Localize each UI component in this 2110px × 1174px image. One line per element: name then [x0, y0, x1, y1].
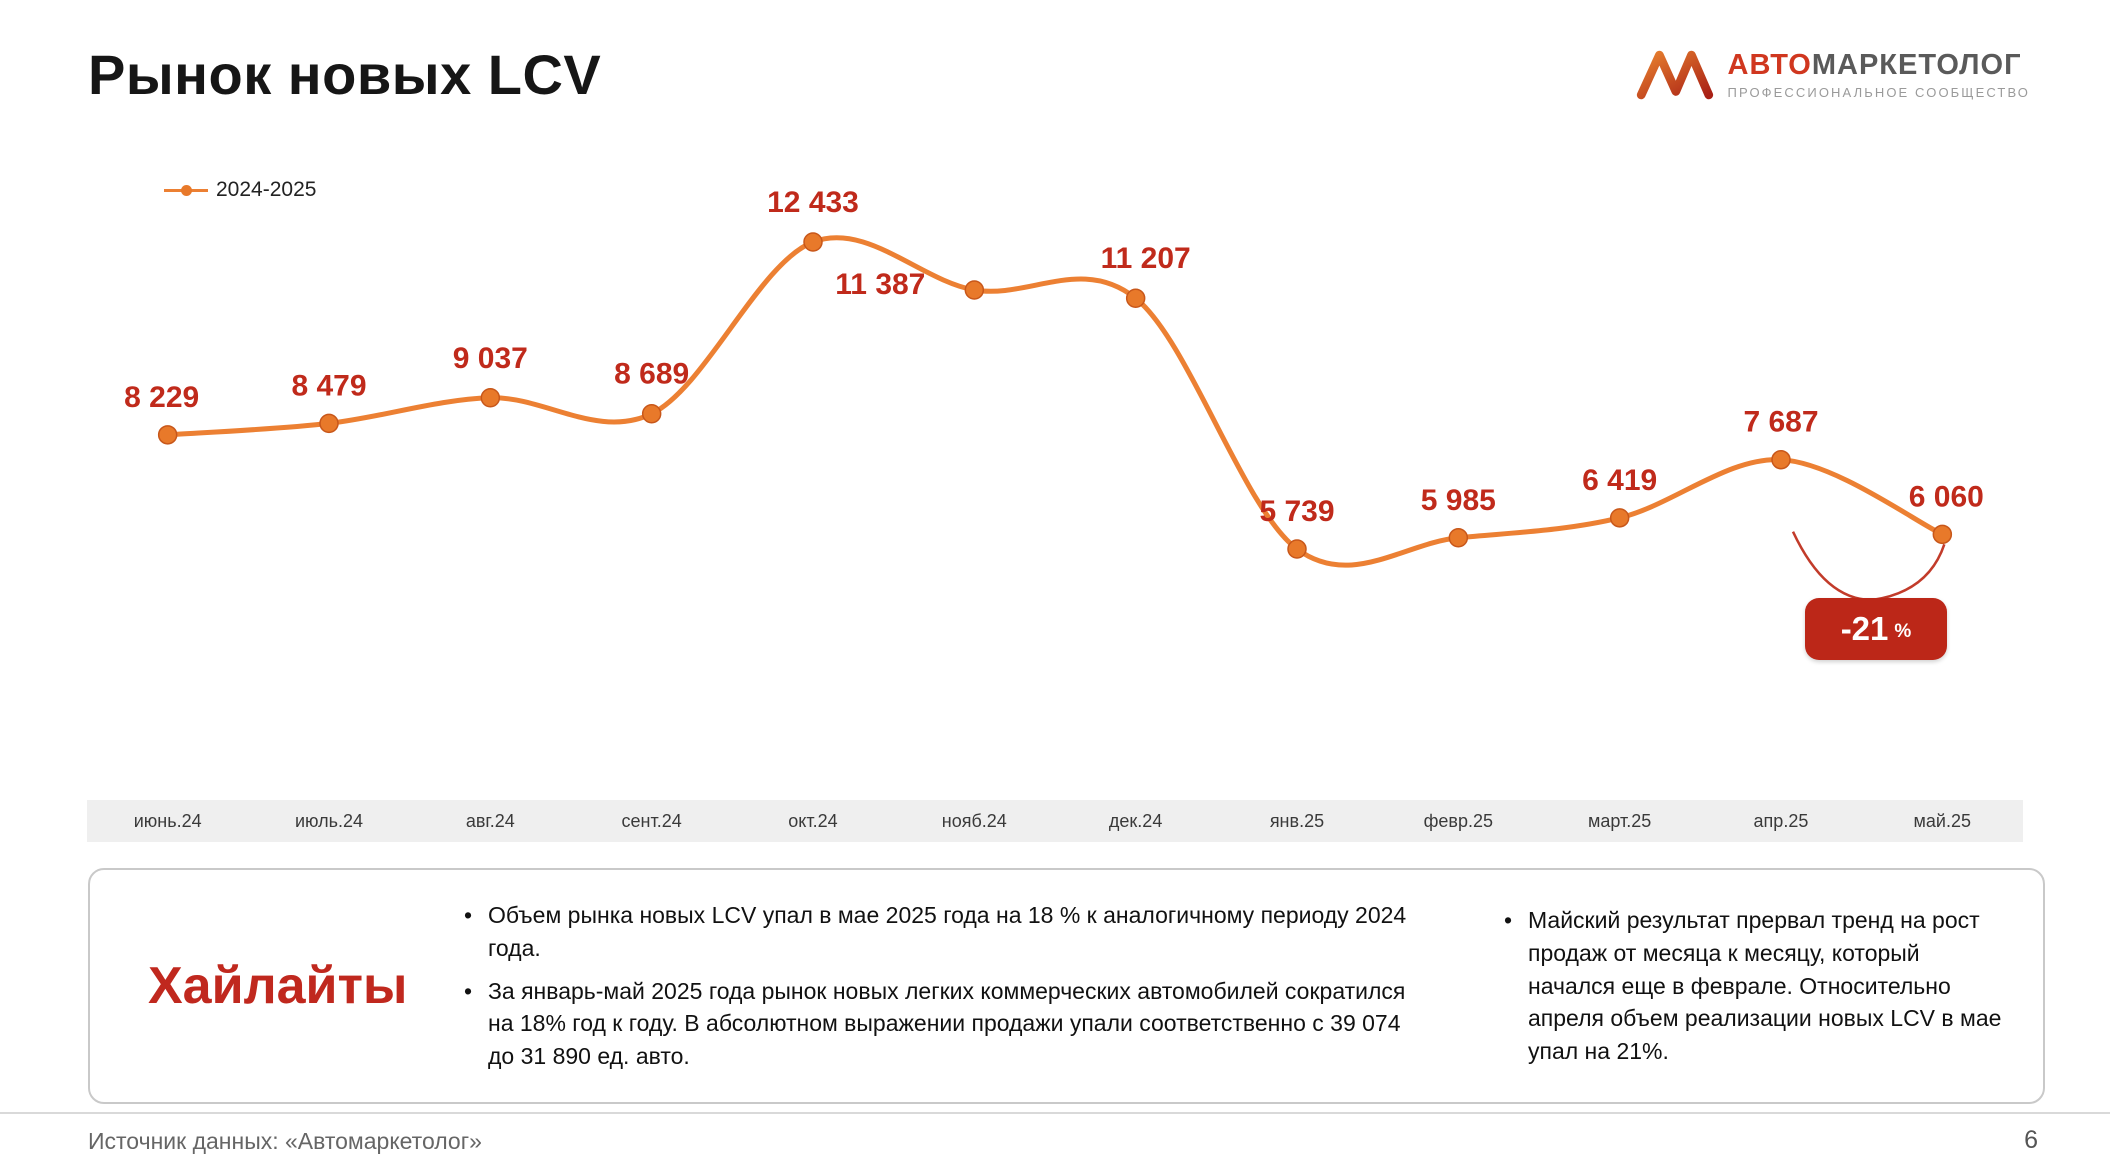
x-axis-label: февр.25: [1423, 810, 1493, 831]
series-line: [165, 235, 1945, 568]
data-point-label: 11 387: [835, 268, 925, 301]
lcv-line-chart-canvas: 8 229 8 479 9 037 8 689 12 433 11 387 11 207 5 …: [124, 186, 1984, 602]
brand-logo: АВТОМАРКЕТОЛОГ ПРОФЕССИОНАЛЬНОЕ СООБЩЕСТ…: [1636, 46, 2030, 104]
data-point: [1448, 528, 1469, 548]
annotation-bracket: [1791, 531, 1946, 602]
data-point-label: 8 479: [291, 369, 366, 402]
highlight-bullet: Объем рынка новых LCV упал в мае 2025 го…: [458, 899, 1408, 964]
highlights-title: Хайлайты: [148, 957, 408, 1015]
lcv-line-chart: 8 229 8 479 9 037 8 689 12 433 11 387 11 207 5 …: [87, 150, 2023, 800]
brand-tagline: ПРОФЕССИОНАЛЬНОЕ СООБЩЕСТВО: [1727, 85, 2030, 101]
data-point-label: 8 229: [124, 381, 199, 414]
highlights-left-column: Объем рынка новых LCV упал в мае 2025 го…: [458, 889, 1408, 1082]
x-axis-label: сент.24: [621, 810, 682, 831]
delta-unit: %: [1894, 621, 1912, 642]
footer-source: Источник данных: «Автомаркетолог»: [88, 1128, 482, 1154]
delta-value: -21: [1840, 610, 1889, 647]
data-point: [319, 413, 339, 434]
data-point: [1609, 508, 1630, 528]
x-axis-band: июнь.24 июль.24 авг.24 сент.24 окт.24 нояб.24…: [87, 800, 2023, 842]
data-point: [1932, 524, 1953, 545]
data-point-label: 5 985: [1421, 484, 1496, 517]
data-point-label: 7 687: [1743, 406, 1818, 439]
data-point: [1771, 449, 1791, 470]
brand-logo-icon: [1636, 50, 1713, 100]
data-point-label: 8 689: [614, 358, 689, 391]
data-point: [1125, 288, 1146, 308]
data-point: [480, 388, 501, 408]
footer-divider: [0, 1112, 2110, 1114]
page-number: 6: [2024, 1126, 2038, 1154]
data-point-label: 6 060: [1909, 480, 1984, 513]
legend-label: 2024-2025: [216, 178, 317, 201]
brand-logo-text: АВТОМАРКЕТОЛОГ ПРОФЕССИОНАЛЬНОЕ СООБЩЕСТ…: [1728, 49, 2030, 101]
x-axis-label: апр.25: [1753, 810, 1809, 831]
legend-line-marker-icon: [164, 184, 208, 196]
x-axis-label: окт.24: [788, 810, 838, 831]
x-axis-label: март.25: [1587, 810, 1652, 831]
data-point: [964, 280, 985, 300]
highlights-panel: Хайлайты Объем рынка новых LCV упал в ма…: [88, 868, 2045, 1104]
data-point-label: 11 207: [1101, 242, 1191, 275]
highlight-bullet: За январь-май 2025 года рынок новых легк…: [458, 975, 1408, 1073]
x-axis-label: авг.24: [465, 810, 515, 831]
data-point: [641, 403, 662, 424]
page-title: Рынок новых LCV: [88, 43, 602, 106]
data-point-label: 6 419: [1582, 464, 1657, 497]
brand-name-rest: МАРКЕТОЛОГ: [1811, 48, 2022, 81]
delta-annotation-badge: -21 %: [1805, 598, 1947, 660]
data-point-label: 9 037: [453, 342, 528, 375]
data-point: [1287, 539, 1307, 559]
brand-name-accent: АВТО: [1727, 48, 1812, 81]
chart-legend: 2024-2025: [164, 178, 316, 202]
data-point-label: 12 433: [767, 186, 859, 219]
x-axis-label: июнь.24: [133, 810, 202, 831]
highlight-bullet: Майский результат прервал тренд на рост …: [1498, 904, 2003, 1067]
data-point-label: 5 739: [1259, 495, 1334, 528]
highlights-right-column: Майский результат прервал тренд на рост …: [1498, 894, 2003, 1077]
x-axis-label: дек.24: [1108, 810, 1163, 831]
x-axis-label: июль.24: [294, 810, 364, 831]
x-axis-label: май.25: [1913, 810, 1971, 831]
brand-name: АВТОМАРКЕТОЛОГ: [1728, 49, 2030, 82]
x-axis-label: нояб.24: [941, 810, 1007, 831]
data-point: [157, 425, 178, 445]
data-point: [803, 232, 823, 252]
x-axis-label: янв.25: [1269, 810, 1325, 831]
